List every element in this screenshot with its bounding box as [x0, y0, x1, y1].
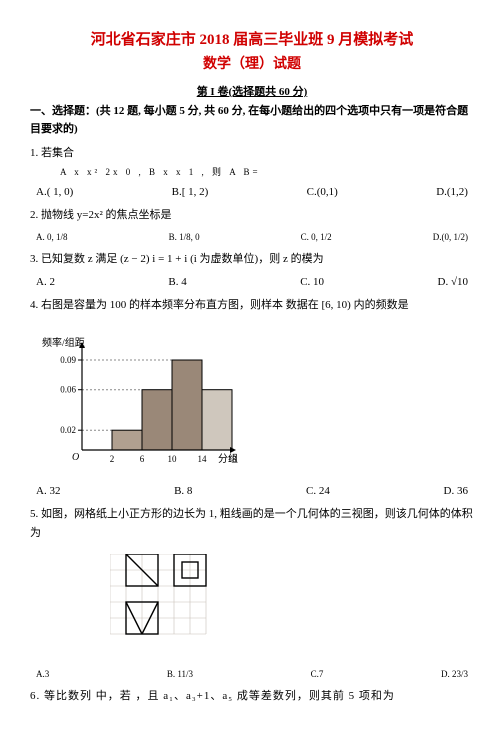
q1-opt-b: B.[ 1, 2): [172, 186, 209, 198]
q1-text: 1. 若集合: [30, 144, 474, 164]
q4-opt-d: D. 36: [444, 485, 468, 497]
q2-opt-b: B. 1/8, 0: [169, 232, 200, 242]
q5-opt-c: C.7: [311, 669, 324, 679]
svg-text:0.02: 0.02: [60, 425, 76, 435]
q4-opt-c: C. 24: [306, 485, 330, 497]
q4-opt-b: B. 8: [174, 485, 192, 497]
q5-opt-d: D. 23/3: [441, 669, 468, 679]
q5-opt-b: B. 11/3: [167, 669, 193, 679]
q1-opt-a: A.( 1, 0): [36, 186, 73, 198]
q1-opts: A.( 1, 0) B.[ 1, 2) C.(0,1) D.(1,2): [30, 186, 474, 198]
title-main: 河北省石家庄市 2018 届高三毕业班 9 月模拟考试: [30, 28, 474, 49]
q4: 4. 右图是容量为 100 的样本频率分布直方图，则样本 数据在 [6, 10)…: [30, 296, 474, 316]
q5-opt-a: A.3: [36, 669, 49, 679]
title-sub: 数学（理）试题: [30, 53, 474, 73]
q3-opt-a: A. 2: [36, 276, 55, 288]
svg-text:O: O: [72, 452, 79, 463]
q1-opt-c: C.(0,1): [307, 186, 338, 198]
q2-opt-d: D.(0, 1/2): [433, 232, 468, 242]
q2-opt-c: C. 0, 1/2: [301, 232, 332, 242]
svg-text:0.06: 0.06: [60, 384, 76, 394]
svg-text:6: 6: [140, 454, 145, 464]
q5-opts: A.3 B. 11/3 C.7 D. 23/3: [30, 669, 474, 679]
q6: 6. 等比数列 中，若 ，且 a₁、a₃+1、a₅ 成等差数列，则其前 5 项和…: [30, 687, 474, 707]
histogram-chart: 频率/组距0.020.060.09O26101418分组: [40, 330, 240, 470]
three-view-figure: [110, 554, 220, 644]
q3-opt-b: B. 4: [168, 276, 186, 288]
q5: 5. 如图，网格纸上小正方形的边长为 1, 粗线画的是一个几何体的三视图，则该几…: [30, 505, 474, 545]
q3: 3. 已知复数 z 满足 (z − 2) i = 1 + i (i 为虚数单位)…: [30, 250, 474, 270]
q1-opt-d: D.(1,2): [436, 186, 468, 198]
svg-text:0.09: 0.09: [60, 355, 76, 365]
svg-text:14: 14: [198, 454, 208, 464]
svg-text:分组: 分组: [218, 452, 238, 465]
svg-text:频率/组距: 频率/组距: [42, 336, 85, 349]
q4-opts: A. 32 B. 8 C. 24 D. 36: [30, 485, 474, 497]
section-head: 第 I 卷(选择题共 60 分): [30, 83, 474, 99]
svg-text:2: 2: [110, 454, 115, 464]
instructions: 一、选择题：(共 12 题, 每小题 5 分, 共 60 分, 在每小题给出的四…: [30, 103, 474, 138]
q4-opt-a: A. 32: [36, 485, 60, 497]
q3-opt-c: C. 10: [300, 276, 324, 288]
q2-opts: A. 0, 1/8 B. 1/8, 0 C. 0, 1/2 D.(0, 1/2): [30, 232, 474, 242]
svg-text:10: 10: [168, 454, 178, 464]
q3-opt-d: D. √10: [438, 276, 468, 288]
q3-opts: A. 2 B. 4 C. 10 D. √10: [30, 276, 474, 288]
q2: 2. 抛物线 y=2x² 的焦点坐标是: [30, 206, 474, 226]
q1: 1. 若集合 A x x² 2x 0 , B x x 1 , 则 A B=: [30, 144, 474, 180]
q1-expr: A x x² 2x 0 , B x x 1 , 则 A B=: [60, 164, 474, 180]
q2-opt-a: A. 0, 1/8: [36, 232, 68, 242]
